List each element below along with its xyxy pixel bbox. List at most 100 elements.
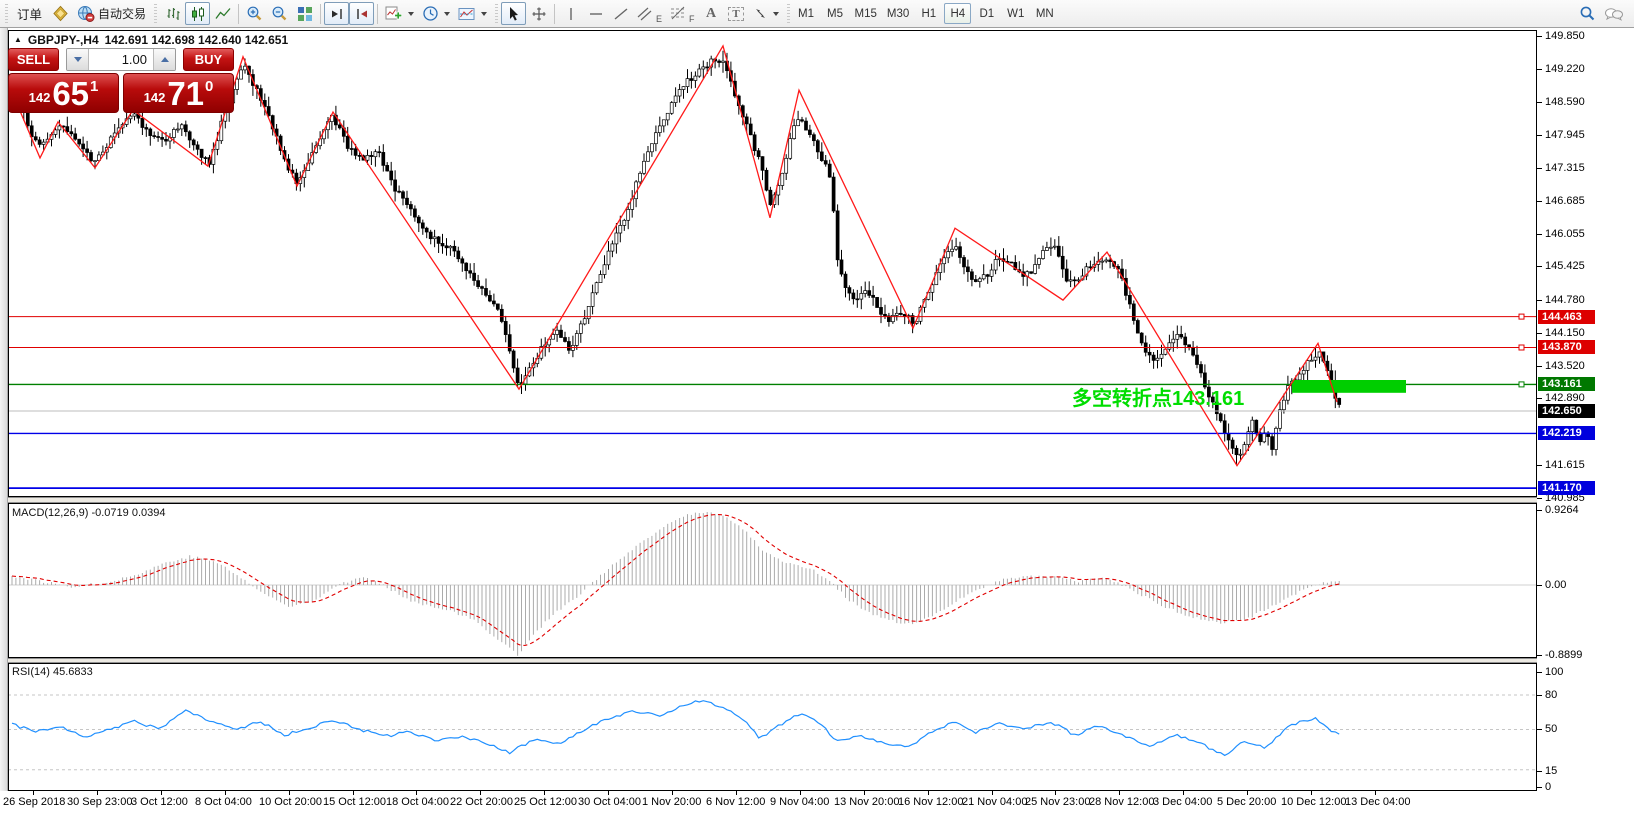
pane-resize-handle[interactable] bbox=[8, 497, 1634, 503]
macd-signal-line bbox=[11, 514, 1340, 647]
price-axis-label: 147.315 bbox=[1545, 162, 1585, 174]
timeframe-button-H4[interactable]: H4 bbox=[944, 3, 972, 24]
price-axis[interactable]: 149.850 149.220 148.590 147.945 147.315 146.6… bbox=[1537, 28, 1634, 815]
time-axis-tick bbox=[416, 791, 417, 795]
fibonacci-icon bbox=[671, 6, 686, 19]
macd-axis-tick bbox=[1537, 510, 1542, 511]
timeframe-button-M15[interactable]: M15 bbox=[851, 3, 881, 24]
rsi-axis-label: 15 bbox=[1545, 765, 1558, 777]
timeframe-button-W1[interactable]: W1 bbox=[1002, 3, 1029, 24]
macd-label: MACD(12,26,9) -0.0719 0.0394 bbox=[12, 507, 166, 519]
new-chart-button[interactable] bbox=[381, 2, 418, 25]
timeframe-button-M1[interactable]: M1 bbox=[793, 3, 820, 24]
arrows-tool[interactable] bbox=[749, 2, 783, 25]
timeframe-button-MN[interactable]: MN bbox=[1031, 3, 1058, 24]
time-axis-label: 5 Dec 20:00 bbox=[1217, 796, 1277, 808]
auto-scroll-button[interactable] bbox=[324, 2, 350, 25]
price-axis-tick bbox=[1537, 398, 1542, 399]
text-tool[interactable]: A bbox=[699, 2, 724, 25]
volume-increase-button[interactable] bbox=[153, 49, 175, 70]
new-order-button[interactable] bbox=[48, 2, 73, 25]
toolbar-grip[interactable] bbox=[3, 3, 9, 24]
line-chart-button[interactable] bbox=[210, 2, 235, 25]
bar-chart-button[interactable] bbox=[160, 2, 185, 25]
price-axis-label: 145.425 bbox=[1545, 260, 1585, 272]
zoom-in-button[interactable] bbox=[242, 2, 267, 25]
autotrade-label: 自动交易 bbox=[98, 7, 147, 21]
orders-button[interactable]: 订单 bbox=[11, 2, 48, 25]
time-axis-tick bbox=[225, 791, 226, 795]
price-chart-canvas[interactable] bbox=[8, 30, 1537, 497]
line-handle[interactable] bbox=[1518, 381, 1525, 388]
toolbar-grip[interactable] bbox=[784, 3, 791, 24]
template-button[interactable] bbox=[454, 2, 491, 25]
toolbar-grip[interactable] bbox=[493, 3, 500, 24]
zoom-out-button[interactable] bbox=[267, 2, 292, 25]
volume-decrease-button[interactable] bbox=[67, 49, 89, 70]
line-handle[interactable] bbox=[1518, 313, 1525, 320]
vertical-line-tool[interactable] bbox=[558, 2, 583, 25]
label-tool-icon: T bbox=[728, 6, 744, 21]
tile-windows-button[interactable] bbox=[292, 2, 317, 25]
crosshair-button[interactable] bbox=[526, 2, 551, 25]
timeframe-button-M5[interactable]: M5 bbox=[822, 3, 849, 24]
time-axis-label: 6 Nov 12:00 bbox=[706, 796, 766, 808]
buy-label: BUY bbox=[194, 52, 223, 67]
line-handle[interactable] bbox=[1518, 344, 1525, 351]
timeframe-button-M30[interactable]: M30 bbox=[883, 3, 913, 24]
pivot-annotation[interactable]: 多空转折点143.161 bbox=[1072, 388, 1245, 410]
chat-button[interactable] bbox=[1600, 2, 1628, 25]
fibonacci-tool[interactable]: F bbox=[666, 2, 699, 25]
timeframe-button-D1[interactable]: D1 bbox=[973, 3, 1000, 24]
time-axis-label: 25 Oct 12:00 bbox=[514, 796, 577, 808]
channel-icon bbox=[637, 7, 652, 20]
buy-price-box[interactable]: 142 71 0 bbox=[123, 73, 234, 113]
sell-price-box[interactable]: 142 65 1 bbox=[8, 73, 119, 113]
macd-canvas[interactable] bbox=[8, 503, 1537, 658]
rsi-canvas[interactable] bbox=[8, 663, 1537, 791]
line-chart-icon bbox=[215, 7, 231, 19]
volume-input[interactable] bbox=[89, 49, 153, 70]
time-axis-label: 21 Nov 04:00 bbox=[962, 796, 1028, 808]
time-axis-label: 26 Sep 2018 bbox=[3, 796, 66, 808]
chart-shift-button[interactable] bbox=[349, 2, 375, 25]
template-icon bbox=[458, 7, 475, 20]
rsi-axis-label: 100 bbox=[1545, 666, 1564, 678]
time-axis-label: 30 Oct 04:00 bbox=[578, 796, 641, 808]
sell-button[interactable]: SELL bbox=[8, 48, 59, 71]
time-axis-tick bbox=[928, 791, 929, 795]
collapse-icon[interactable]: ▲ bbox=[14, 34, 22, 44]
price-axis-label: 144.150 bbox=[1545, 327, 1585, 339]
green-zone-rectangle[interactable] bbox=[1292, 380, 1406, 393]
globe-icon bbox=[78, 6, 95, 22]
price-axis-tick bbox=[1537, 366, 1542, 367]
horizontal-line-tool[interactable] bbox=[583, 2, 608, 25]
rsi-label: RSI(14) 45.6833 bbox=[12, 666, 93, 678]
equidistant-channel-tool[interactable]: E bbox=[633, 2, 666, 25]
macd-axis-label: -0.8899 bbox=[1545, 649, 1583, 661]
zigzag-line[interactable] bbox=[11, 44, 1338, 467]
trendline-tool[interactable] bbox=[608, 2, 633, 25]
candlestick-chart-button[interactable] bbox=[185, 2, 211, 25]
timeframe-button-H1[interactable]: H1 bbox=[915, 3, 942, 24]
price-axis-tick bbox=[1537, 234, 1542, 235]
time-axis-label: 3 Oct 12:00 bbox=[131, 796, 188, 808]
macd-pane[interactable] bbox=[8, 503, 1537, 658]
cursor-button[interactable] bbox=[501, 2, 527, 25]
price-badge: 143.870 bbox=[1538, 340, 1595, 354]
tile-windows-icon bbox=[297, 6, 312, 21]
autotrade-button[interactable]: 自动交易 bbox=[73, 2, 150, 25]
time-axis-label: 15 Oct 12:00 bbox=[323, 796, 386, 808]
price-chart-pane[interactable] bbox=[8, 30, 1537, 497]
search-button[interactable] bbox=[1575, 2, 1600, 25]
text-label-tool[interactable]: T bbox=[724, 2, 749, 25]
rsi-pane[interactable] bbox=[8, 663, 1537, 791]
toolbar-grip[interactable] bbox=[152, 3, 159, 24]
chat-bubbles-icon bbox=[1605, 7, 1623, 21]
pane-resize-handle[interactable] bbox=[8, 658, 1634, 663]
buy-button[interactable]: BUY bbox=[183, 48, 234, 71]
period-button[interactable] bbox=[418, 2, 454, 25]
time-axis[interactable]: 26 Sep 2018 30 Sep 23:00 3 Oct 12:00 8 Oct … bbox=[0, 791, 1634, 815]
time-axis-tick bbox=[289, 791, 290, 795]
